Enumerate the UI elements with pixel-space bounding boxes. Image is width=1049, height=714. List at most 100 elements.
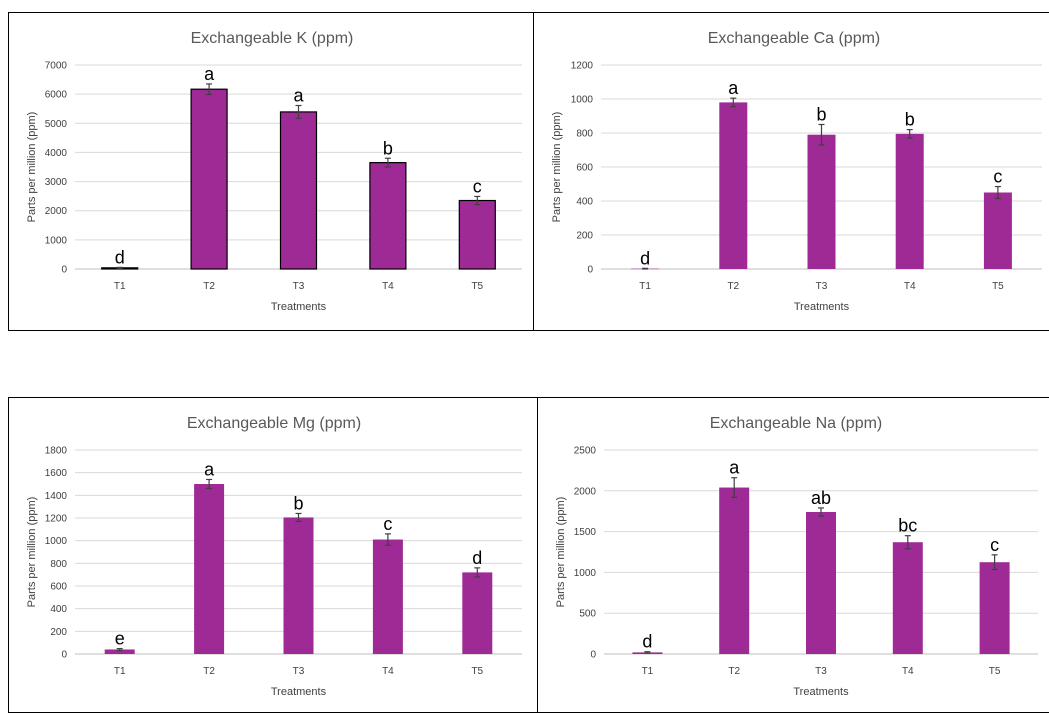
chart-exchangeable-k: Exchangeable K (ppm) 0 1000 2000 3000 4000 500… <box>8 12 534 331</box>
x-tick-label: T2 <box>203 281 215 292</box>
y-tick-label: 1600 <box>45 468 68 479</box>
error-bar <box>295 104 302 119</box>
x-tick-label: T3 <box>816 281 828 292</box>
error-bar <box>644 651 651 654</box>
error-bar <box>818 123 825 146</box>
y-tick-label: 0 <box>61 265 67 276</box>
significance-label: b <box>905 110 915 130</box>
significance-label: a <box>204 459 215 479</box>
y-axis-title: Parts per million (ppm) <box>551 112 563 223</box>
error-bar <box>991 554 998 571</box>
x-tick-label: T2 <box>203 666 215 677</box>
x-tick-label: T5 <box>471 281 483 292</box>
y-tick-label: 2000 <box>45 206 68 217</box>
y-tick-label: 200 <box>50 627 67 638</box>
x-tick-label: T2 <box>727 281 739 292</box>
x-tick-label: T1 <box>114 666 126 677</box>
chart-na-svg: Exchangeable Na (ppm) 0 500 1000 1500 2000 250… <box>555 415 1038 698</box>
significance-label: a <box>293 86 304 106</box>
y-tick-label: 800 <box>50 559 67 570</box>
chart-exchangeable-ca: Exchangeable Ca (ppm) 0 200 400 600 800 1000 12… <box>533 12 1049 331</box>
error-bar <box>731 477 738 498</box>
chart-exchangeable-mg: Exchangeable Mg (ppm) 0 200 400 600 800 1000 12… <box>8 397 538 713</box>
significance-label: b <box>293 493 303 513</box>
y-tick-label: 600 <box>576 163 593 174</box>
y-tick-label: 1000 <box>45 536 68 547</box>
y-tick-label: 500 <box>579 609 596 620</box>
x-tick-label: T5 <box>989 666 1001 677</box>
y-tick-label: 2500 <box>574 446 597 457</box>
bar-t4 <box>895 133 924 269</box>
error-bar <box>730 97 737 108</box>
x-tick-label: T4 <box>382 666 394 677</box>
x-tick-label: T1 <box>642 666 654 677</box>
x-tick-label: T3 <box>293 666 305 677</box>
chart-title: Exchangeable Mg (ppm) <box>187 415 361 432</box>
bar-t5 <box>458 199 496 270</box>
bar-t2 <box>190 88 228 270</box>
bar-t2 <box>194 484 225 654</box>
significance-label: d <box>115 247 125 267</box>
x-axis-title: Treatments <box>271 686 327 698</box>
bar-t4 <box>372 539 403 654</box>
bar-t2 <box>719 487 750 654</box>
chart-title: Exchangeable K (ppm) <box>191 30 354 47</box>
significance-label: c <box>990 535 999 555</box>
x-tick-label: T4 <box>904 281 916 292</box>
x-tick-label: T3 <box>815 666 827 677</box>
significance-label: d <box>472 548 482 568</box>
significance-label: ab <box>811 488 831 508</box>
bar-t2 <box>719 102 748 270</box>
bar-t3 <box>283 517 314 654</box>
error-bar <box>384 157 391 168</box>
significance-label: b <box>383 138 393 158</box>
chart-ca-svg: Exchangeable Ca (ppm) 0 200 400 600 800 1000 12… <box>551 30 1042 313</box>
error-bar <box>994 185 1001 200</box>
error-bar <box>116 266 123 269</box>
y-tick-label: 7000 <box>45 61 68 72</box>
x-tick-label: T1 <box>114 281 126 292</box>
error-bar <box>206 83 213 96</box>
bar-t3 <box>806 512 836 654</box>
y-axis-title: Parts per million (ppm) <box>26 112 38 223</box>
y-tick-label: 400 <box>576 197 593 208</box>
significance-label: d <box>640 248 650 268</box>
bar-t4 <box>892 542 923 654</box>
error-bar <box>206 478 213 490</box>
error-bar <box>906 128 913 139</box>
significance-label: a <box>204 64 215 84</box>
y-tick-label: 1200 <box>45 514 68 525</box>
y-axis-title: Parts per million (ppm) <box>26 497 38 608</box>
y-tick-label: 1000 <box>571 95 594 106</box>
significance-label: c <box>473 176 482 196</box>
chart-exchangeable-na: Exchangeable Na (ppm) 0 500 1000 1500 2000 250… <box>537 397 1049 713</box>
error-bar <box>384 533 391 546</box>
significance-label: c <box>993 167 1002 187</box>
y-tick-label: 2000 <box>574 486 597 497</box>
chart-mg-svg: Exchangeable Mg (ppm) 0 200 400 600 800 1000 12… <box>26 415 522 698</box>
chart-k-svg: Exchangeable K (ppm) 0 1000 2000 3000 4000 500… <box>26 30 522 313</box>
y-tick-label: 800 <box>576 129 593 140</box>
significance-label: a <box>729 458 740 478</box>
x-axis-title: Treatments <box>794 301 850 313</box>
significance-label: d <box>642 632 652 652</box>
x-tick-label: T5 <box>992 281 1004 292</box>
y-tick-label: 5000 <box>45 119 68 130</box>
x-axis-title: Treatments <box>793 686 849 698</box>
error-bar <box>642 267 649 270</box>
significance-label: b <box>816 105 826 125</box>
y-tick-label: 0 <box>587 265 593 276</box>
x-tick-label: T1 <box>639 281 651 292</box>
x-tick-label: T4 <box>902 666 914 677</box>
y-tick-label: 0 <box>590 650 596 661</box>
chart-title: Exchangeable Na (ppm) <box>710 415 883 432</box>
y-tick-label: 1800 <box>45 446 68 457</box>
y-tick-label: 1000 <box>45 235 68 246</box>
y-axis-title: Parts per million (ppm) <box>555 497 567 608</box>
error-bar <box>295 512 302 523</box>
significance-label: c <box>383 514 392 534</box>
y-tick-label: 0 <box>61 650 67 661</box>
bar-t3 <box>807 134 836 269</box>
y-tick-label: 3000 <box>45 177 68 188</box>
significance-label: e <box>115 629 125 649</box>
